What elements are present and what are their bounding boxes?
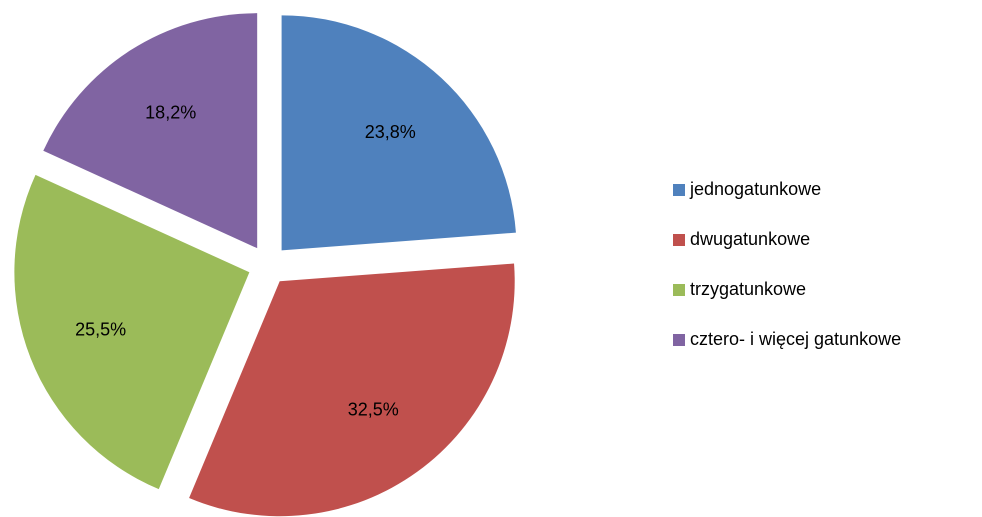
legend-label: cztero- i więcej gatunkowe (690, 329, 901, 349)
pie-slice (189, 263, 515, 517)
data-label: 18,2% (145, 103, 196, 123)
legend-label: trzygatunkowe (690, 279, 806, 299)
pie-slice (43, 13, 258, 249)
legend-swatch (673, 184, 685, 196)
pie-slice (281, 15, 516, 251)
legend-label: jednogatunkowe (689, 179, 821, 199)
legend-label: dwugatunkowe (690, 229, 810, 249)
data-label: 32,5% (348, 400, 399, 420)
legend-swatch (673, 284, 685, 296)
data-label: 25,5% (75, 319, 126, 339)
legend-swatch (673, 334, 685, 346)
legend-swatch (673, 234, 685, 246)
data-label: 23,8% (365, 122, 416, 142)
pie-slice (14, 174, 250, 490)
